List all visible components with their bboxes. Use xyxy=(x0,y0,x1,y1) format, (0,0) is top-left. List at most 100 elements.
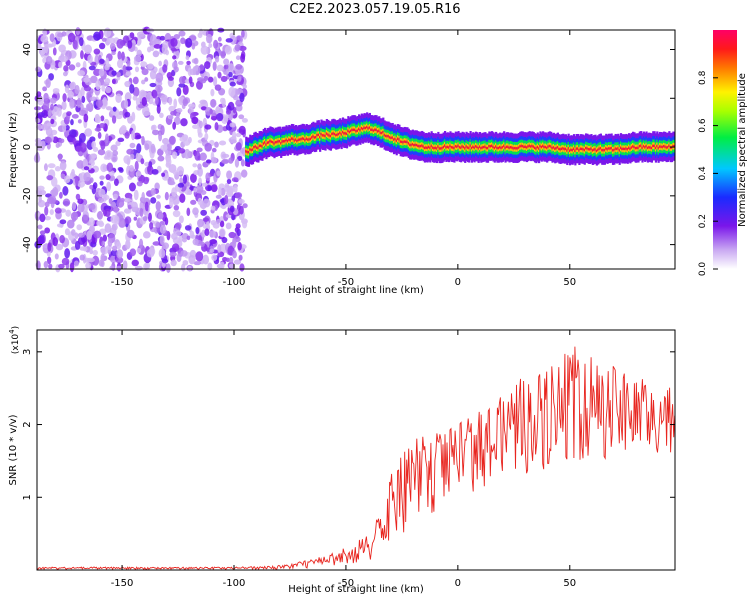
noise-cell xyxy=(226,186,234,196)
noise-cell xyxy=(159,35,166,41)
ridge-cell xyxy=(282,140,285,143)
noise-cell xyxy=(172,169,178,175)
ridge-cell xyxy=(521,144,525,148)
noise-cell xyxy=(173,33,181,40)
ridge-cell xyxy=(400,140,404,144)
noise-cell xyxy=(89,184,94,190)
ridge-cell xyxy=(300,138,303,141)
noise-cell xyxy=(155,201,161,211)
ridge-cell xyxy=(265,143,268,146)
ridge-cell xyxy=(320,132,323,136)
noise-cell xyxy=(38,234,45,245)
noise-cell xyxy=(77,179,86,188)
noise-cell xyxy=(76,97,82,108)
x-tick-label: 50 xyxy=(563,578,576,589)
ridge-cell xyxy=(472,145,475,149)
noise-cell xyxy=(116,59,124,69)
noise-cell xyxy=(164,191,169,201)
noise-cell xyxy=(174,230,182,237)
noise-cell xyxy=(180,118,188,127)
noise-cell xyxy=(59,138,65,144)
noise-cell xyxy=(129,83,135,94)
ridge-cell xyxy=(486,146,490,150)
noise-cell xyxy=(233,95,239,101)
noise-cell xyxy=(209,239,218,245)
ridge-cell xyxy=(572,147,576,150)
noise-cell xyxy=(116,38,124,49)
noise-cell xyxy=(62,93,67,103)
noise-cell xyxy=(229,35,237,45)
ridge-cell xyxy=(413,143,416,147)
colorbar: 0.0 0.2 0.4 0.6 0.8 Normalized spectral ampl… xyxy=(698,30,748,276)
noise-cell xyxy=(36,43,42,49)
noise-cell xyxy=(220,75,228,83)
ridge-cell xyxy=(478,145,482,148)
noise-cell xyxy=(143,262,149,271)
noise-cell xyxy=(105,106,112,111)
noise-cell xyxy=(144,143,150,151)
noise-cell xyxy=(48,263,53,270)
noise-cell xyxy=(193,57,199,65)
noise-cell xyxy=(77,203,85,213)
noise-cell xyxy=(204,61,211,70)
ridge-cell xyxy=(473,146,476,149)
noise-cell xyxy=(111,70,117,76)
ridge-cell xyxy=(468,146,471,150)
noise-cell xyxy=(210,116,218,121)
noise-cell xyxy=(153,43,162,49)
ridge-cell xyxy=(540,145,543,149)
noise-cell xyxy=(236,204,241,211)
noise-cell xyxy=(92,182,98,190)
noise-cell xyxy=(165,157,172,167)
noise-cell xyxy=(98,188,106,198)
noise-cell xyxy=(100,115,105,122)
ridge-cell xyxy=(284,139,287,143)
noise-cell xyxy=(86,104,91,111)
noise-cell xyxy=(124,66,133,71)
ridge-cell xyxy=(456,145,459,148)
noise-cell xyxy=(84,128,93,137)
noise-cell xyxy=(106,181,112,192)
ridge-cell xyxy=(268,141,271,144)
noise-cell xyxy=(209,230,216,238)
ridge-cell xyxy=(504,146,507,150)
noise-cell xyxy=(181,237,187,243)
noise-cell xyxy=(148,115,155,121)
noise-cell xyxy=(141,68,149,76)
ridge-cell xyxy=(594,148,597,151)
ridge-cell xyxy=(312,135,315,138)
ridge-cell xyxy=(499,145,502,149)
noise-cell xyxy=(134,66,140,73)
noise-cell xyxy=(192,238,199,246)
ridge-cell xyxy=(652,144,655,148)
x-tick-label: -150 xyxy=(111,578,134,589)
noise-cell xyxy=(234,44,241,52)
ridge-cell xyxy=(493,146,496,150)
noise-cell xyxy=(85,262,92,270)
ridge-cell xyxy=(306,138,310,141)
noise-cell xyxy=(141,79,146,85)
ridge-cell xyxy=(466,146,470,149)
noise-cell xyxy=(165,263,171,273)
ridge-cell xyxy=(366,125,369,129)
noise-cell xyxy=(132,95,138,101)
ridge-cell xyxy=(513,146,517,150)
noise-cell xyxy=(101,37,107,42)
noise-cell xyxy=(135,170,142,177)
noise-cell xyxy=(61,257,70,266)
noise-cell xyxy=(197,218,204,228)
noise-cell xyxy=(178,30,186,37)
noise-cell xyxy=(215,194,222,199)
ridge-cell xyxy=(328,134,331,137)
noise-cell xyxy=(144,201,149,212)
noise-cell xyxy=(47,242,52,252)
ridge-cell xyxy=(523,145,526,149)
ridge-cell xyxy=(593,148,596,151)
noise-cell xyxy=(228,63,235,73)
ridge-cell xyxy=(666,146,670,149)
noise-cell xyxy=(129,32,135,39)
ridge-cell xyxy=(653,144,656,148)
noise-cell xyxy=(42,28,47,38)
noise-cell xyxy=(43,92,49,102)
ridge-cell xyxy=(259,144,263,147)
